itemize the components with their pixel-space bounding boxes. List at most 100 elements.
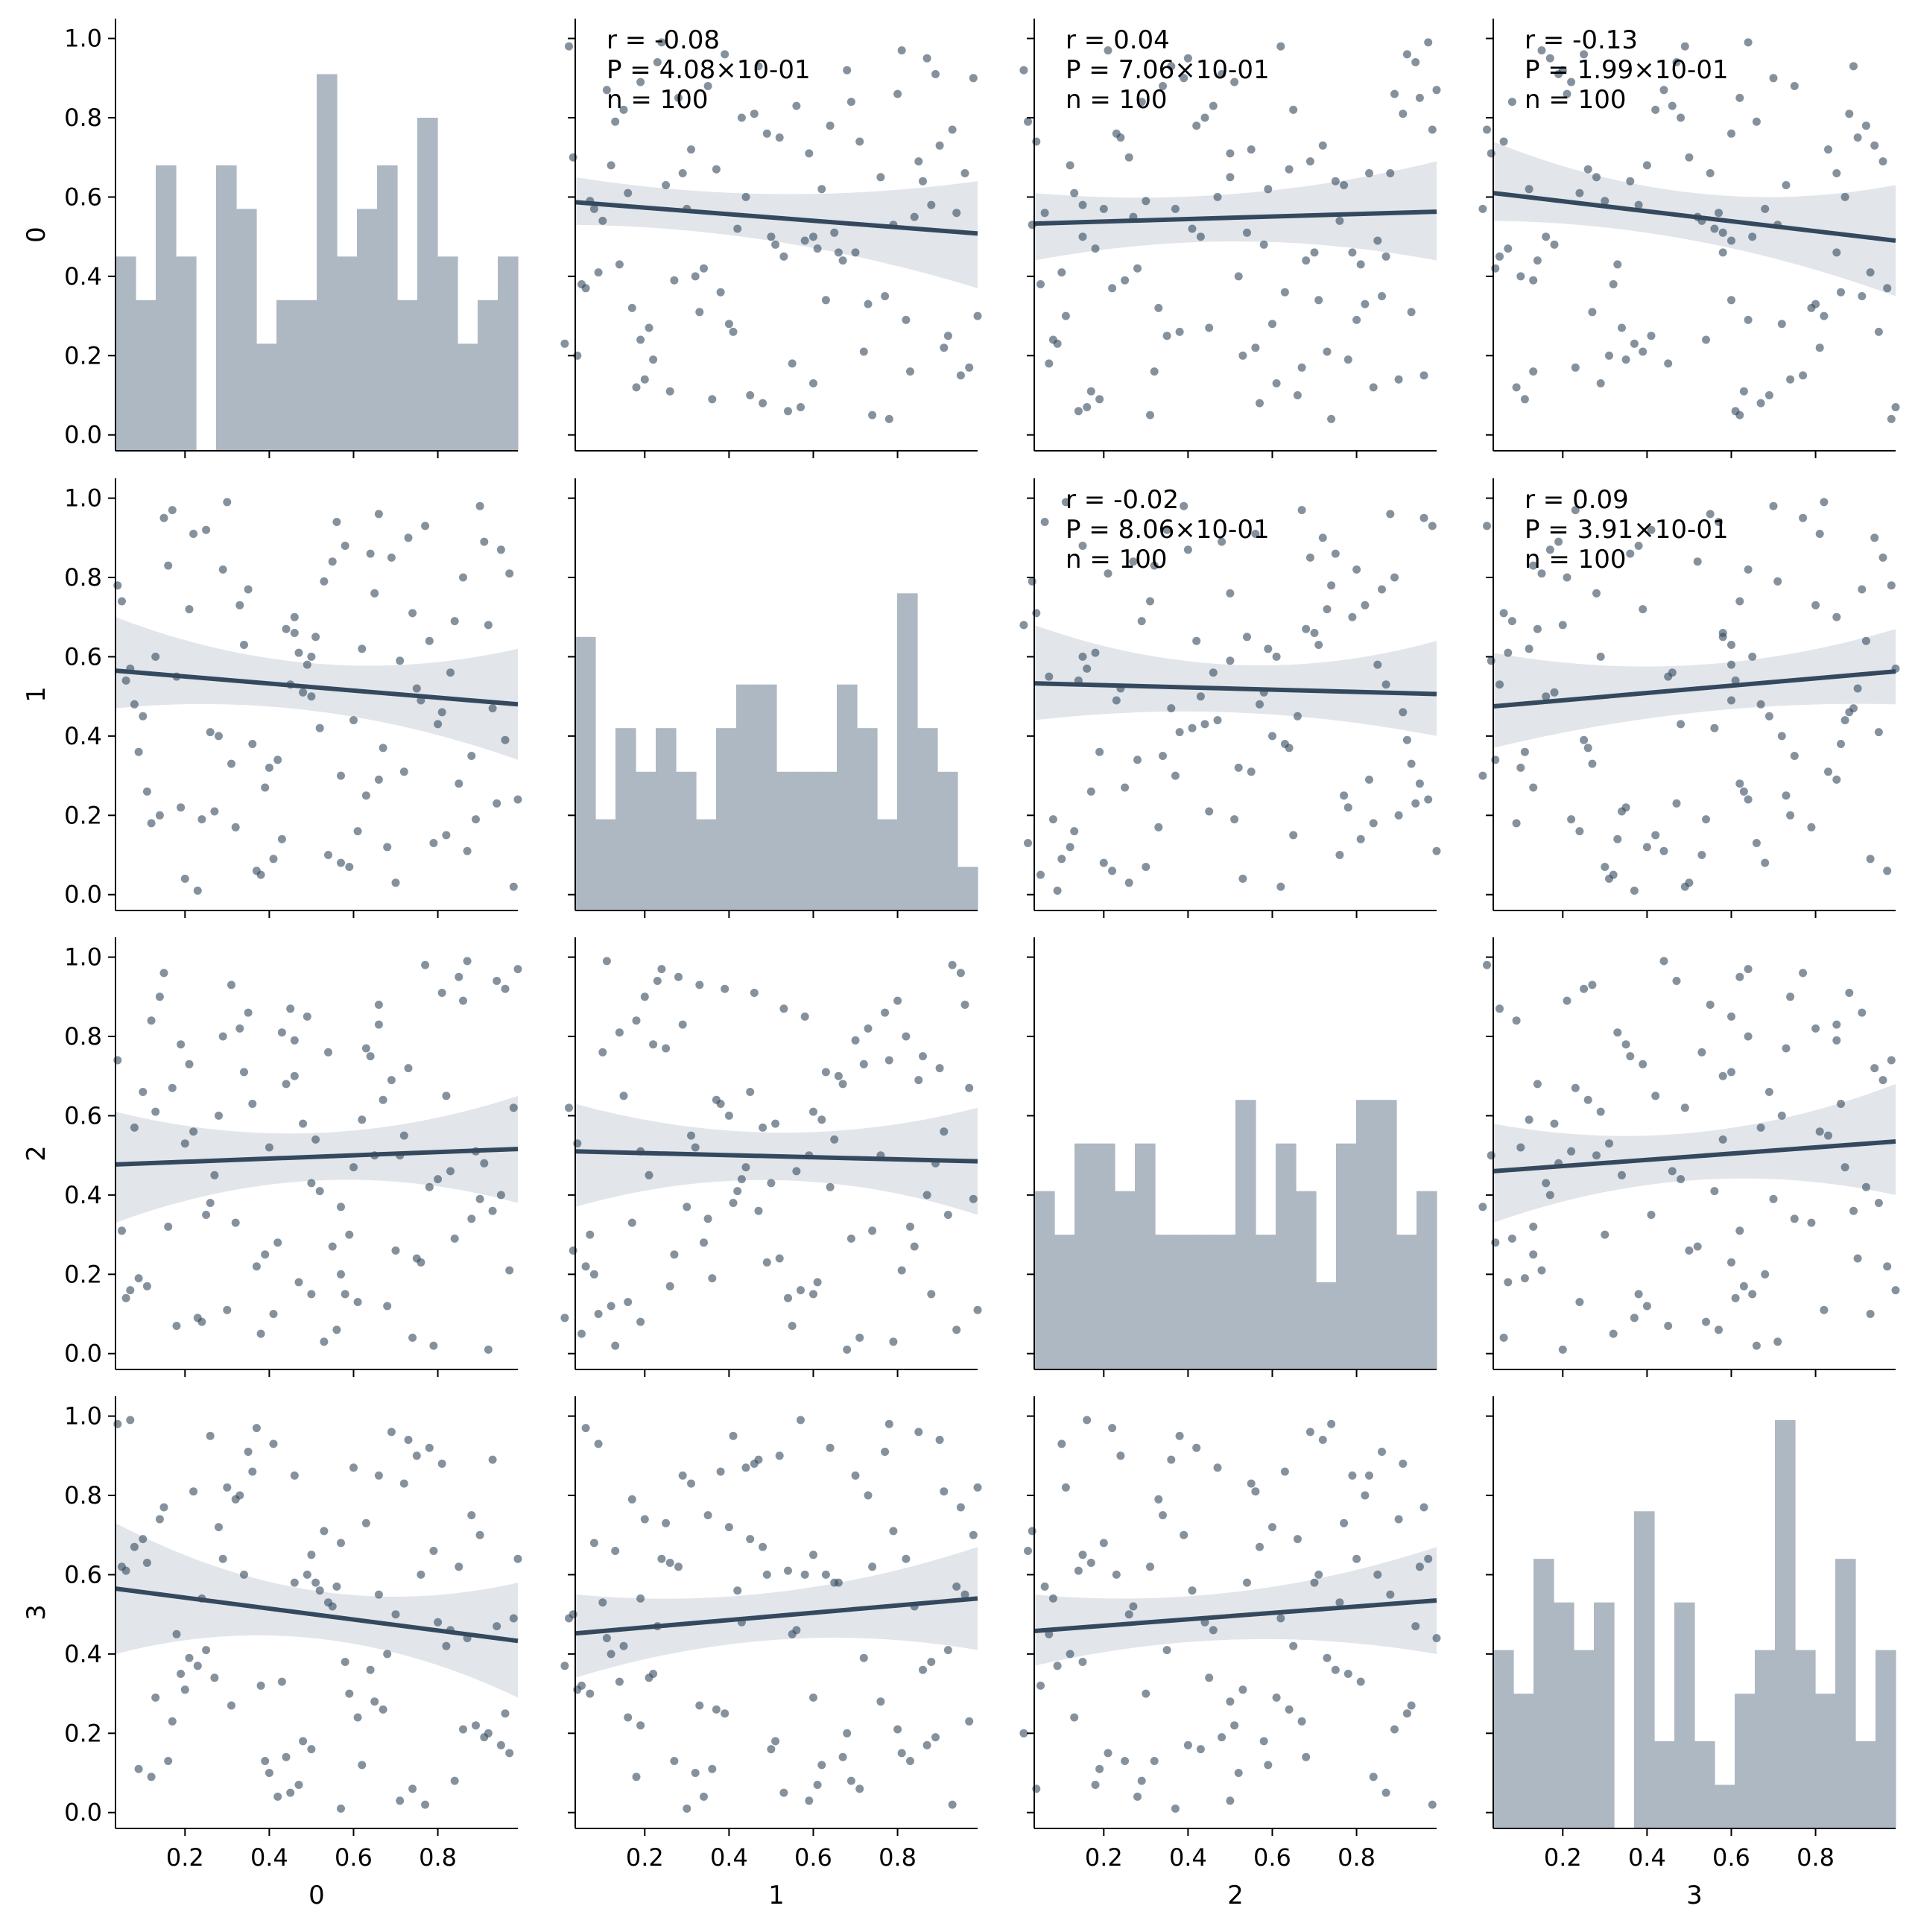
scatter-point bbox=[1074, 407, 1083, 416]
scatter-point bbox=[683, 1804, 691, 1813]
scatter-point bbox=[868, 1562, 877, 1571]
scatter-point bbox=[1386, 169, 1395, 177]
scatter-point bbox=[159, 969, 168, 978]
scatter-point bbox=[1394, 811, 1403, 820]
scatter-point bbox=[1209, 1626, 1218, 1635]
scatter-point bbox=[1086, 787, 1095, 796]
scatter-point bbox=[1188, 1586, 1197, 1595]
scatter-point bbox=[1567, 1147, 1576, 1156]
scatter-point bbox=[277, 1677, 286, 1686]
scatter-point bbox=[391, 878, 400, 887]
scatter-point bbox=[1415, 1562, 1424, 1571]
regression-line bbox=[115, 668, 519, 707]
scatter-point bbox=[294, 1278, 303, 1287]
scatter-point bbox=[1545, 1191, 1554, 1200]
scatter-point bbox=[1091, 244, 1100, 253]
scatter-point bbox=[1744, 1032, 1753, 1041]
scatter-point bbox=[408, 1784, 417, 1793]
scatter-point bbox=[307, 652, 316, 661]
scatter-point bbox=[1529, 561, 1538, 570]
scatter-point bbox=[1735, 972, 1744, 981]
scatter-point bbox=[277, 834, 286, 843]
scatter-point bbox=[1297, 506, 1306, 515]
scatter-point bbox=[1529, 1222, 1538, 1231]
scatter-point bbox=[463, 846, 472, 855]
scatter-point bbox=[299, 1737, 308, 1746]
scatter-point bbox=[290, 1071, 299, 1080]
scatter-point bbox=[337, 1203, 345, 1212]
scatter-point bbox=[1053, 339, 1062, 348]
scatter-point bbox=[353, 827, 362, 836]
histogram-bar bbox=[337, 256, 358, 451]
scatter-point bbox=[1672, 977, 1681, 985]
scatter-point bbox=[1799, 513, 1808, 522]
scatter-point bbox=[762, 1258, 771, 1267]
confidence-band bbox=[1034, 161, 1437, 261]
scatter-point bbox=[670, 276, 679, 285]
scatter-point bbox=[399, 767, 408, 776]
scatter-point bbox=[889, 1527, 898, 1536]
scatter-point bbox=[168, 506, 177, 515]
scatter-point bbox=[437, 1460, 446, 1468]
scatter-point bbox=[1137, 617, 1146, 626]
y-tick-label: 0.8 bbox=[64, 104, 102, 132]
scatter-point bbox=[134, 1764, 143, 1773]
scatter-point bbox=[695, 981, 704, 989]
scatter-point bbox=[1137, 98, 1146, 107]
scatter-point bbox=[817, 1115, 826, 1124]
scatter-point bbox=[670, 1250, 679, 1259]
scatter-point bbox=[180, 874, 189, 883]
scatter-point bbox=[475, 501, 484, 510]
scatter-point bbox=[1858, 585, 1867, 594]
scatter-point bbox=[1748, 232, 1757, 241]
scatter-point bbox=[1238, 351, 1247, 360]
scatter-point bbox=[446, 1167, 455, 1176]
scatter-point bbox=[206, 728, 215, 737]
scatter-point bbox=[1078, 652, 1087, 661]
scatter-point bbox=[1583, 1095, 1592, 1104]
scatter-point bbox=[846, 98, 855, 107]
scatter-point bbox=[1133, 756, 1142, 764]
scatter-point bbox=[1162, 525, 1171, 534]
scatter-point bbox=[1348, 248, 1357, 257]
scatter-point bbox=[1621, 803, 1630, 812]
scatter-point bbox=[273, 1238, 282, 1247]
scatter-point bbox=[374, 1001, 383, 1009]
scatter-point bbox=[1048, 815, 1057, 824]
scatter-point bbox=[1183, 1741, 1192, 1749]
scatter-point bbox=[1605, 1139, 1613, 1148]
scatter-point bbox=[1386, 1590, 1395, 1599]
scatter-point bbox=[1727, 236, 1735, 245]
scatter-point bbox=[1419, 371, 1428, 380]
scatter-point bbox=[294, 648, 303, 657]
confidence-band bbox=[1034, 624, 1437, 736]
scatter-point bbox=[180, 1685, 189, 1694]
scatter-point bbox=[1668, 668, 1677, 677]
scatter-point bbox=[206, 1431, 215, 1440]
scatter-point bbox=[1710, 1187, 1719, 1196]
histogram-bar bbox=[1235, 1100, 1256, 1369]
scatter-point bbox=[374, 1590, 383, 1599]
scatter-point bbox=[1280, 1467, 1289, 1476]
scatter-point bbox=[1340, 791, 1349, 800]
histogram-bar bbox=[1215, 1235, 1236, 1369]
histogram-bar bbox=[736, 684, 757, 910]
scatter-point bbox=[897, 46, 906, 55]
scatter-point bbox=[771, 240, 780, 249]
scatter-point bbox=[1289, 831, 1298, 840]
scatter-point bbox=[927, 1290, 936, 1299]
scatter-point bbox=[1777, 320, 1786, 329]
scatter-point bbox=[501, 735, 510, 744]
confidence-band bbox=[1034, 1547, 1437, 1666]
scatter-point bbox=[417, 1570, 425, 1579]
scatter-point bbox=[1247, 145, 1256, 154]
scatter-point bbox=[1394, 375, 1403, 384]
scatter-point bbox=[632, 383, 641, 392]
scatter-point bbox=[729, 327, 738, 336]
histogram-bar bbox=[797, 771, 817, 910]
scatter-point bbox=[902, 315, 911, 324]
scatter-point bbox=[1213, 1463, 1222, 1472]
histogram-bar bbox=[276, 300, 297, 451]
scatter-point bbox=[889, 1337, 898, 1346]
scatter-point bbox=[859, 1653, 868, 1662]
